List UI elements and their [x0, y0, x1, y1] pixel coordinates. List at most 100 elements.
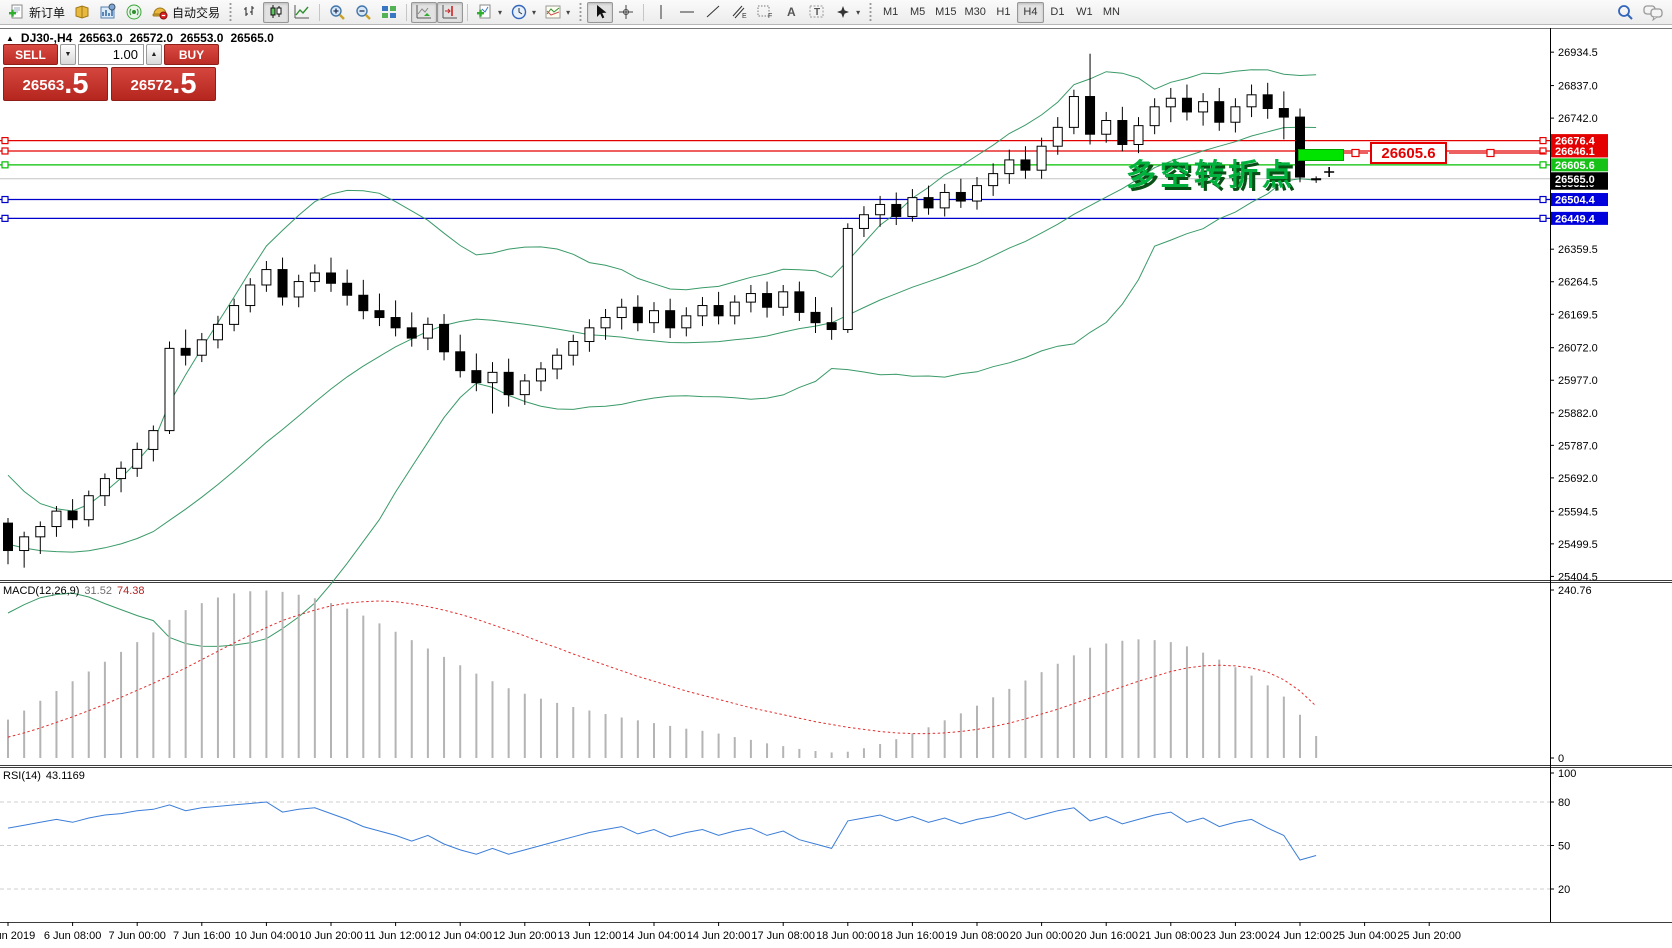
- periods-button[interactable]: ▾: [506, 2, 540, 23]
- fibonacci-tool[interactable]: E: [726, 2, 752, 23]
- price-tick-label: 26359.5: [1558, 244, 1598, 256]
- symbol-period: DJ30-,H4: [20, 31, 73, 45]
- collapse-arrow-icon[interactable]: ▲: [6, 33, 14, 43]
- line-handle[interactable]: [1, 195, 9, 204]
- volume-input[interactable]: [78, 44, 144, 65]
- line-handle[interactable]: [1486, 148, 1495, 158]
- line-chart-mode-button[interactable]: [289, 2, 315, 23]
- line-handle[interactable]: [1, 161, 9, 169]
- chevron-down-icon: ▾: [498, 7, 503, 17]
- line-handle[interactable]: [1, 136, 9, 145]
- line-handle[interactable]: [1539, 147, 1547, 155]
- line-handle[interactable]: [1539, 161, 1547, 169]
- timeframe-m5[interactable]: M5: [904, 2, 931, 23]
- chart-shift-button[interactable]: [437, 1, 464, 23]
- vertical-line-tool[interactable]: [648, 2, 674, 23]
- candle-body: [83, 495, 94, 521]
- buy-price-button[interactable]: 26572 .5: [111, 67, 216, 101]
- sell-button[interactable]: SELL: [3, 44, 58, 65]
- timeframe-h1[interactable]: H1: [990, 2, 1017, 23]
- candle-body: [1068, 96, 1079, 128]
- candle-body: [891, 203, 902, 217]
- line-handle[interactable]: [1539, 214, 1547, 222]
- timeframe-d1[interactable]: D1: [1044, 2, 1071, 23]
- timeframe-m1[interactable]: M1: [877, 2, 904, 23]
- price-tick-label: 26934.5: [1558, 47, 1598, 59]
- horizontal-line-tool[interactable]: [674, 2, 700, 23]
- candle-body: [1020, 159, 1031, 171]
- time-tick-label: 20 Jun 00:00: [1010, 930, 1074, 942]
- candle-body: [19, 536, 30, 552]
- time-tick-label: 19 Jun 08:00: [945, 930, 1009, 942]
- grid-tool[interactable]: F: [752, 2, 778, 23]
- timeframe-m30[interactable]: M30: [961, 2, 990, 23]
- cursor-button[interactable]: [587, 1, 614, 23]
- templates-button[interactable]: ▾: [540, 2, 574, 23]
- chart-text-annotation[interactable]: 多空转折点: [1126, 159, 1296, 192]
- zoom-out-button[interactable]: [350, 2, 376, 23]
- candle-body: [503, 371, 514, 396]
- svg-text:E: E: [742, 13, 747, 20]
- candle-body: [552, 354, 563, 370]
- toolbar-grip[interactable]: [868, 3, 874, 21]
- autotrading-button[interactable]: 自动交易: [147, 2, 224, 23]
- toolbar-grip[interactable]: [228, 3, 234, 21]
- candle-body: [196, 339, 207, 356]
- line-handle[interactable]: [1, 214, 9, 222]
- vertical-line-icon: [660, 5, 662, 19]
- chat-button[interactable]: [1638, 2, 1668, 23]
- timeframe-label: H1: [996, 6, 1011, 18]
- line-handle[interactable]: [1, 147, 9, 155]
- toolbar-separator: [643, 3, 645, 21]
- tile-windows-icon: [382, 6, 397, 18]
- indicators-button[interactable]: ▾: [472, 2, 506, 23]
- volume-decrease-button[interactable]: ▼: [60, 44, 76, 65]
- timeframe-h4[interactable]: H4: [1016, 1, 1044, 23]
- new-order-button[interactable]: 新订单: [4, 2, 69, 23]
- shapes-tool[interactable]: ▾: [830, 2, 864, 23]
- timeframe-mn[interactable]: MN: [1098, 2, 1125, 23]
- price-label-box[interactable]: 26605.6: [1370, 142, 1447, 164]
- toolbar-grip[interactable]: [578, 3, 584, 21]
- search-button[interactable]: [1612, 2, 1638, 23]
- bollinger-lower-band: [7, 178, 1317, 647]
- tile-windows-button[interactable]: [376, 2, 402, 23]
- volume-increase-button[interactable]: ▲: [146, 44, 162, 65]
- rsi-scale-label: 100: [1558, 768, 1576, 780]
- rsi-line: [7, 801, 1317, 861]
- candle-body: [293, 281, 304, 298]
- sell-price-button[interactable]: 26563 .5: [3, 67, 108, 101]
- line-handle[interactable]: [1539, 136, 1547, 145]
- book-icon: [75, 5, 89, 19]
- market-watch-button[interactable]: [69, 2, 95, 23]
- time-tick-label: 14 Jun 20:00: [687, 930, 751, 942]
- time-tick-label: 17 Jun 08:00: [751, 930, 815, 942]
- buy-button[interactable]: BUY: [164, 44, 219, 65]
- time-tick-label: 25 Jun 20:00: [1397, 930, 1461, 942]
- timeframe-label: D1: [1050, 6, 1065, 18]
- crosshair-button[interactable]: [613, 2, 639, 23]
- line-handle[interactable]: [1539, 195, 1547, 204]
- auto-scroll-button[interactable]: [411, 1, 438, 23]
- timeframe-w1[interactable]: W1: [1071, 2, 1098, 23]
- candle-body: [455, 351, 466, 372]
- bar-chart-mode-button[interactable]: [237, 2, 263, 23]
- publish-button[interactable]: [95, 2, 121, 23]
- line-handle[interactable]: [1351, 148, 1360, 158]
- candlestick-mode-button[interactable]: [263, 1, 290, 23]
- candle-body: [1246, 94, 1257, 108]
- zoom-in-button[interactable]: [324, 2, 350, 23]
- price-tick-label: 25594.5: [1558, 506, 1598, 518]
- candle-body: [745, 293, 756, 303]
- highlight-rectangle[interactable]: [1298, 149, 1344, 161]
- signals-button[interactable]: [121, 2, 147, 23]
- text-tool[interactable]: A: [778, 2, 804, 23]
- trendline-tool[interactable]: [700, 2, 726, 23]
- price-tick-label: 25499.5: [1558, 539, 1598, 551]
- time-tick-label: 13 Jun 12:00: [558, 930, 622, 942]
- text-label-tool[interactable]: T: [804, 2, 830, 23]
- candle-body: [762, 293, 773, 308]
- candle-body: [1295, 116, 1305, 178]
- timeframe-m15[interactable]: M15: [931, 2, 960, 23]
